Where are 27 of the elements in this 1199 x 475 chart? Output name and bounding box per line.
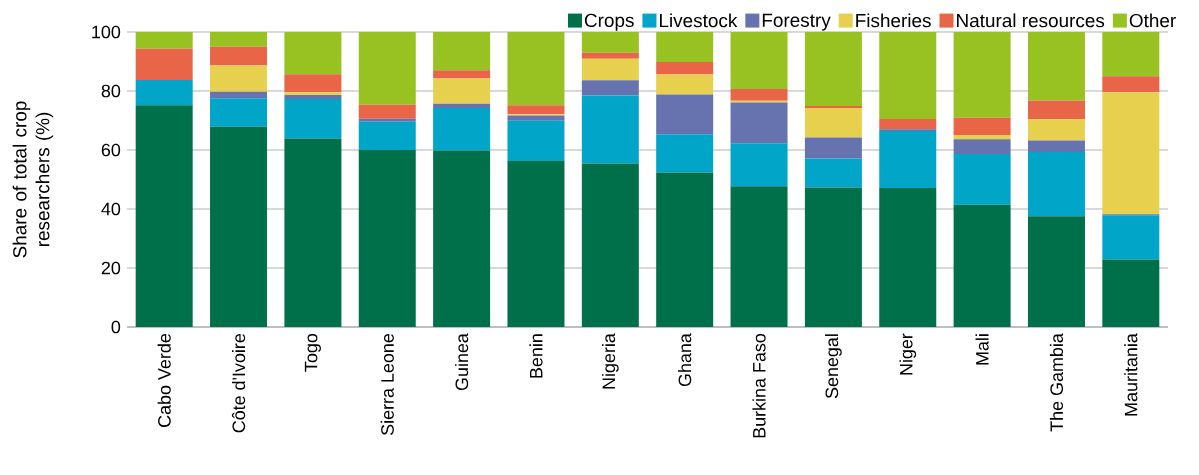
x-tick-label: Niger: [899, 333, 917, 375]
x-tick-label: Mali: [975, 334, 989, 365]
x-tick-label: Mauritania: [1124, 333, 1138, 416]
x-tick-label: Togo: [304, 333, 321, 372]
y-tick-label: 100: [92, 25, 121, 39]
y-axis-title: Share of total crop researchers (%): [12, 101, 54, 258]
x-tick-label: Burkina Faso: [752, 333, 766, 438]
y-tick-label: 20: [101, 261, 121, 275]
x-tick-label: Côte d'Ivoire: [231, 333, 246, 433]
y-tick-label: 40: [101, 202, 121, 216]
x-tick-label: Sierra Leone: [380, 334, 394, 436]
x-tick-label: Nigeria: [601, 333, 619, 389]
x-tick-label: Ghana: [678, 333, 692, 387]
y-tick-label: 80: [101, 84, 121, 98]
legend-label: Natural resources: [957, 13, 1105, 28]
x-tick-label: Benin: [529, 334, 543, 378]
x-tick-label: The Gambia: [1049, 333, 1064, 432]
x-tick-label: Senegal: [825, 334, 842, 399]
legend-label: Crops: [584, 13, 634, 31]
legend-label: Other: [1129, 13, 1176, 28]
y-tick-label: 0: [111, 320, 121, 334]
legend-label: Forestry: [762, 13, 831, 31]
y-tick-label: 60: [101, 143, 121, 157]
legend-label: Livestock: [659, 13, 738, 28]
x-tick-label: Cabo Verde: [157, 333, 171, 427]
x-tick-label: Guinea: [455, 333, 469, 391]
legend-label: Fisheries: [856, 13, 931, 28]
